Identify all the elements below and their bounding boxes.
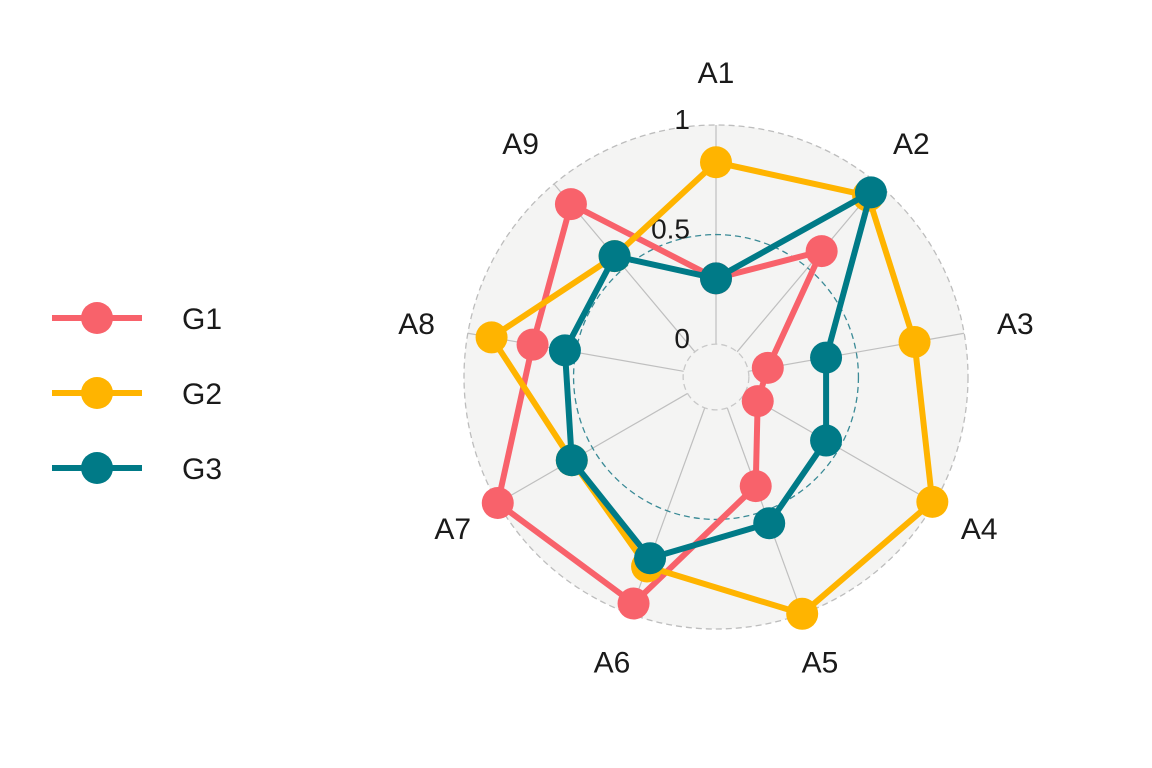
- plot-background: [464, 125, 968, 629]
- grid-label: 1: [674, 104, 690, 135]
- data-point: [739, 470, 772, 503]
- axis-label: A8: [398, 308, 435, 341]
- grid-circle: [463, 124, 969, 630]
- data-point: [516, 328, 549, 361]
- data-point: [805, 235, 838, 268]
- axis-label: A9: [502, 128, 539, 161]
- axis-label: A2: [893, 128, 930, 161]
- radar-grid: [463, 124, 969, 630]
- data-point: [916, 485, 949, 518]
- radar-series: [475, 146, 949, 630]
- legend-marker: [81, 377, 113, 409]
- axis-label: A6: [594, 647, 631, 680]
- radar-axis-labels: A1 A2 A3 A4 A5 A6 A7 A8 A9: [398, 57, 1033, 680]
- data-point: [786, 597, 819, 630]
- data-point: [598, 240, 631, 273]
- grid-label: 0: [674, 323, 690, 354]
- legend-label: G1: [182, 303, 222, 336]
- data-point: [753, 507, 786, 540]
- legend-item: G2: [52, 377, 222, 411]
- series-line: [488, 159, 936, 617]
- data-point: [854, 176, 887, 209]
- data-point: [634, 542, 667, 575]
- axis-label: A1: [698, 57, 735, 90]
- legend: G1 G2 G3: [52, 302, 222, 486]
- axis-label: A7: [434, 513, 471, 546]
- data-point: [617, 587, 650, 620]
- legend-marker: [81, 452, 113, 484]
- grid-circle: [572, 233, 860, 521]
- data-point: [741, 385, 774, 418]
- data-point: [555, 444, 588, 477]
- legend-label: G2: [182, 378, 222, 411]
- series-G3: [548, 176, 887, 575]
- data-point: [810, 424, 843, 457]
- data-point: [700, 146, 732, 179]
- axis-label: A5: [802, 647, 839, 680]
- series-line: [561, 189, 874, 562]
- data-point: [751, 351, 784, 384]
- legend-item: G3: [52, 452, 222, 486]
- radar-grid-labels: 00.51: [651, 104, 690, 354]
- data-point: [481, 487, 514, 519]
- data-point: [554, 188, 587, 221]
- data-point: [475, 321, 508, 354]
- legend-item: G1: [52, 302, 222, 336]
- axis-label: A3: [997, 308, 1034, 341]
- data-point: [548, 334, 581, 367]
- legend-label: G3: [182, 453, 222, 486]
- data-point: [700, 262, 732, 295]
- grid-circle: [682, 343, 750, 411]
- legend-marker: [81, 302, 113, 334]
- axis-label: A4: [961, 513, 998, 546]
- data-point: [898, 325, 931, 358]
- data-point: [810, 341, 843, 374]
